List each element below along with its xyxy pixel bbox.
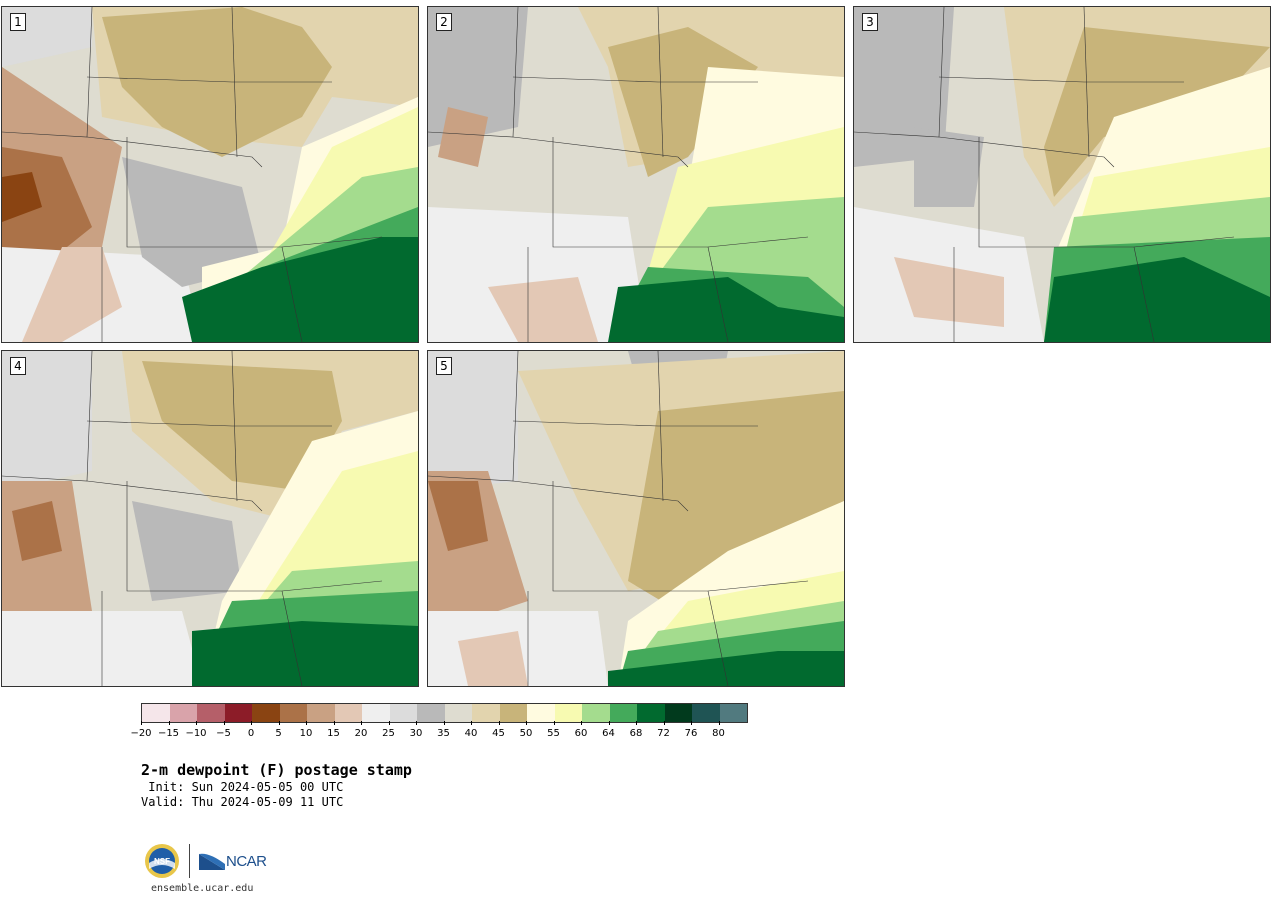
dewpoint-map-5 xyxy=(428,351,844,686)
colorbar-tick-mark xyxy=(691,721,692,725)
colorbar-tick-label: −10 xyxy=(185,728,207,739)
logo-divider xyxy=(189,844,190,878)
colorbar-tick-label: 10 xyxy=(299,728,313,739)
colorbar-swatch xyxy=(252,704,280,722)
panel-number-label: 5 xyxy=(436,357,452,375)
colorbar-tick-mark xyxy=(443,721,445,725)
map-panel-1: 1 xyxy=(1,6,419,343)
colorbar-tick-label: 35 xyxy=(437,728,450,739)
colorbar-tick-mark xyxy=(306,721,307,725)
colorbar-swatch xyxy=(637,704,665,722)
colorbar-tick-label: 80 xyxy=(712,728,725,739)
colorbar-swatch xyxy=(692,704,720,722)
colorbar-tick-mark xyxy=(663,721,665,725)
colorbar-tick-mark xyxy=(526,721,527,725)
colorbar-swatch xyxy=(719,704,747,722)
colorbar-tick-label: 72 xyxy=(657,728,670,739)
colorbar-swatch xyxy=(417,704,445,722)
dewpoint-map-2 xyxy=(428,7,844,342)
colorbar-tick-label: 45 xyxy=(492,728,505,739)
dewpoint-map-3 xyxy=(854,7,1270,342)
colorbar-tick-label: −20 xyxy=(130,728,152,739)
colorbar-swatch xyxy=(197,704,225,722)
colorbar-tick-mark xyxy=(278,721,280,725)
panel-number-label: 2 xyxy=(436,13,452,31)
colorbar-tick-labels: −20 −15 −10 −5 0 5 10 15 20 25 30 35 40 45 50 55 60 64 68 7… xyxy=(130,721,761,744)
colorbar-tick-label: 0 xyxy=(247,728,255,739)
colorbar-tick-label: 55 xyxy=(547,728,560,739)
colorbar-tick-label: 76 xyxy=(684,728,698,739)
colorbar-tick-label: 50 xyxy=(519,728,533,739)
svg-text:NSF: NSF xyxy=(154,857,170,866)
colorbar-tick-label: 60 xyxy=(574,728,588,739)
colorbar-tick-mark xyxy=(333,721,335,725)
colorbar-swatch xyxy=(582,704,610,722)
dewpoint-map-4 xyxy=(2,351,418,686)
colorbar-tick-label: 25 xyxy=(382,728,395,739)
colorbar-tick-label: −15 xyxy=(157,728,180,739)
colorbar-swatch xyxy=(224,704,252,722)
colorbar-swatch xyxy=(334,704,362,722)
colorbar-tick-mark xyxy=(223,721,225,725)
colorbar-tick-mark xyxy=(718,721,720,725)
colorbar-swatch xyxy=(444,704,472,722)
colorbar-swatch xyxy=(554,704,582,722)
colorbar-tick-mark xyxy=(251,721,252,725)
colorbar-swatch xyxy=(279,704,307,722)
panel-number-label: 3 xyxy=(862,13,878,31)
website-url: ensemble.ucar.edu xyxy=(151,883,254,894)
colorbar-swatch xyxy=(664,704,692,722)
colorbar-tick-mark xyxy=(608,721,610,725)
colorbar-tick-mark xyxy=(361,721,362,725)
colorbar-swatch xyxy=(609,704,637,722)
colorbar-tick-label: 68 xyxy=(629,728,643,739)
map-panel-2: 2 xyxy=(427,6,845,343)
colorbar-tick-mark xyxy=(416,721,417,725)
colorbar-swatch xyxy=(307,704,335,722)
colorbar-swatch xyxy=(527,704,555,722)
colorbar-tick-mark xyxy=(581,721,582,725)
colorbar-tick-label: 5 xyxy=(275,728,282,739)
colorbar-tick-mark xyxy=(388,721,390,725)
panel-number-label: 1 xyxy=(10,13,26,31)
colorbar-swatch xyxy=(142,704,170,722)
colorbar-tick-label: 40 xyxy=(464,728,478,739)
colorbar-tick-label: 30 xyxy=(409,728,423,739)
colorbar-tick-label: −5 xyxy=(216,728,231,739)
colorbar-swatch xyxy=(499,704,527,722)
map-panel-3: 3 xyxy=(853,6,1271,343)
colorbar-swatch xyxy=(169,704,197,722)
colorbar-tick-mark xyxy=(471,721,472,725)
colorbar-tick-label: 20 xyxy=(354,728,368,739)
colorbar-swatch xyxy=(362,704,390,722)
ncar-logo-text: NCAR xyxy=(226,852,267,870)
colorbar-tick-mark xyxy=(196,721,197,725)
valid-time: Valid: Thu 2024-05-09 11 UTC xyxy=(141,795,344,809)
nsf-logo-icon: NSF xyxy=(145,844,179,878)
colorbar-swatch xyxy=(389,704,417,722)
map-panel-5: 5 xyxy=(427,350,845,687)
panel-number-label: 4 xyxy=(10,357,26,375)
figure-title: 2-m dewpoint (F) postage stamp xyxy=(141,761,412,779)
colorbar-tick-mark xyxy=(168,721,170,725)
colorbar xyxy=(141,703,748,723)
colorbar-tick-label: 64 xyxy=(602,728,615,739)
colorbar-tick-label: 15 xyxy=(327,728,340,739)
dewpoint-map-1 xyxy=(2,7,418,342)
map-panel-4: 4 xyxy=(1,350,419,687)
ncar-logo-icon xyxy=(199,853,225,870)
colorbar-tick-mark xyxy=(636,721,637,725)
colorbar-tick-mark xyxy=(141,721,142,725)
colorbar-swatch xyxy=(472,704,500,722)
colorbar-tick-mark xyxy=(553,721,555,725)
init-time: Init: Sun 2024-05-05 00 UTC xyxy=(141,780,344,794)
colorbar-tick-mark xyxy=(498,721,500,725)
logos: NSF NCAR xyxy=(144,843,267,879)
